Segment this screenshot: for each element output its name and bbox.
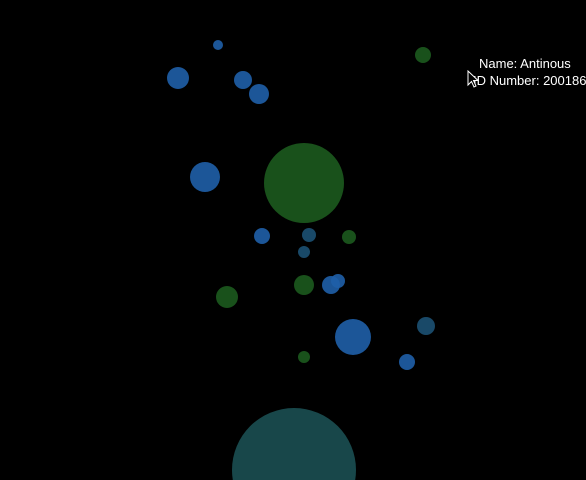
bubble-steel[interactable] [417,317,435,335]
bubble-blue[interactable] [213,40,223,50]
bubble-blue[interactable] [167,67,189,89]
bubble-green[interactable] [264,143,344,223]
bubble-green[interactable] [216,286,238,308]
bubble-blue[interactable] [254,228,270,244]
bubble-blue[interactable] [249,84,269,104]
bubble-green[interactable] [298,351,310,363]
bubble-blue[interactable] [335,319,371,355]
bubble-blue[interactable] [234,71,252,89]
bubble-steel[interactable] [298,246,310,258]
bubble-steel[interactable] [302,228,316,242]
bubble-teal[interactable] [232,408,356,480]
bubble-green[interactable] [415,47,431,63]
bubble-blue[interactable] [190,162,220,192]
bubble-blue[interactable] [322,276,340,294]
bubble-blue[interactable] [399,354,415,370]
bubble-green[interactable] [342,230,356,244]
bubble-green[interactable] [294,275,314,295]
